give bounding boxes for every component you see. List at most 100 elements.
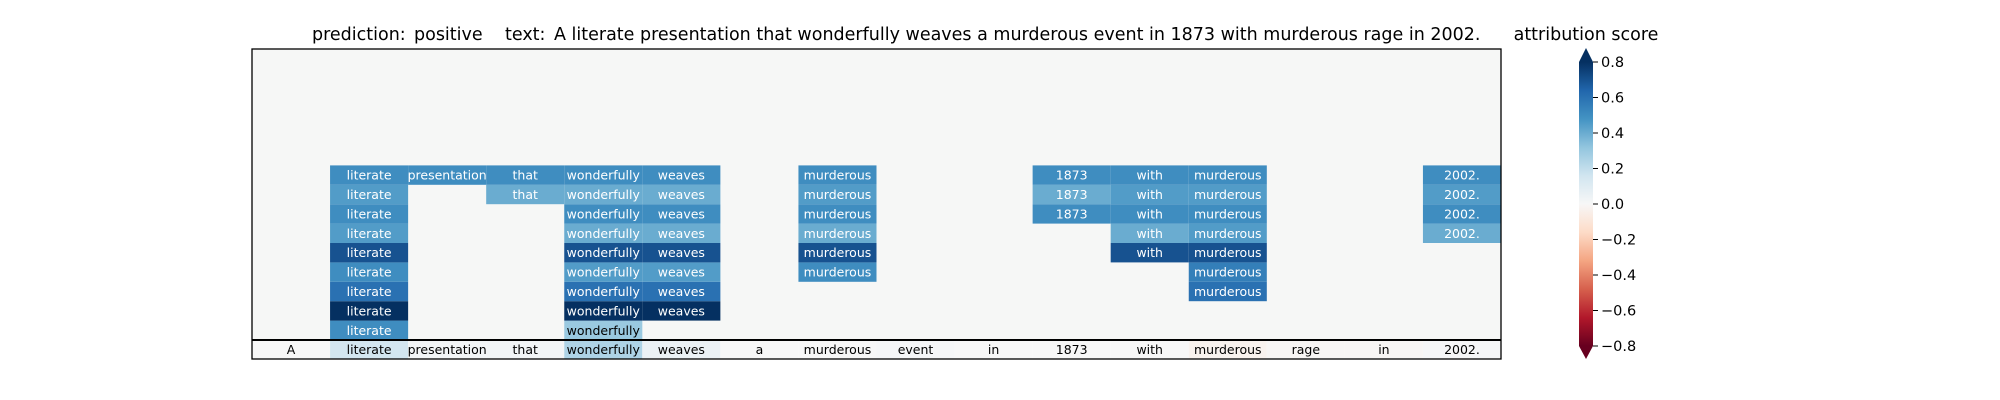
- attribution-cell-label: literate: [347, 245, 392, 260]
- base-token-label: murderous: [1194, 342, 1262, 357]
- attribution-cell-label: with: [1136, 187, 1163, 202]
- attribution-cell: [564, 204, 643, 224]
- attribution-cell: [564, 243, 643, 263]
- attribution-cell: [1188, 204, 1267, 224]
- attribution-heatmap: literate wonderfully literate wonderfully we…: [251, 48, 1502, 360]
- attribution-cell-label: presentation: [408, 168, 487, 183]
- attribution-cell: [330, 204, 409, 224]
- base-cell: [1188, 340, 1267, 359]
- base-cell: [1032, 340, 1111, 359]
- attribution-cell: [1110, 204, 1189, 224]
- attribution-cell-label: wonderfully: [567, 187, 641, 202]
- attribution-cell-label: wonderfully: [567, 323, 641, 338]
- attribution-cell-label: wonderfully: [567, 168, 641, 183]
- base-cell: [798, 340, 877, 359]
- base-cell: [408, 340, 487, 359]
- attribution-cell-label: 2002.: [1444, 226, 1480, 241]
- attribution-cell: [642, 223, 721, 243]
- base-token-label: weaves: [658, 342, 705, 357]
- attribution-cell: [1188, 223, 1267, 243]
- attribution-cell: [798, 243, 877, 263]
- colorbar-tick-label: 0.0: [1601, 197, 1624, 213]
- attribution-cell-label: murderous: [1194, 245, 1262, 260]
- base-token-label: a: [756, 342, 764, 357]
- attribution-cell-label: murderous: [804, 245, 872, 260]
- attribution-cell: [330, 320, 409, 340]
- attribution-cell-label: 1873: [1056, 206, 1088, 221]
- attribution-cell: [330, 281, 409, 302]
- base-cell: [1344, 340, 1423, 359]
- attribution-cell-label: with: [1136, 168, 1163, 183]
- colorbar-tick-label: −0.6: [1601, 304, 1636, 320]
- attribution-cell-label: murderous: [1194, 284, 1262, 299]
- attribution-cell: [1032, 165, 1111, 185]
- base-token-label: in: [1378, 342, 1389, 357]
- colorbar-tick-label: 0.2: [1601, 162, 1624, 178]
- attribution-cell-label: literate: [347, 265, 392, 280]
- attribution-cell: [1422, 165, 1501, 185]
- attribution-cell-label: literate: [347, 168, 392, 183]
- attribution-cell-label: weaves: [658, 226, 705, 241]
- base-token-label: in: [988, 342, 999, 357]
- attribution-cell: [330, 184, 409, 205]
- base-token-label: event: [898, 342, 934, 357]
- attribution-cell-label: literate: [347, 226, 392, 241]
- colorbar-tick-label: 0.6: [1601, 91, 1624, 107]
- base-token-label: 1873: [1056, 342, 1088, 357]
- base-cell: [876, 340, 955, 359]
- attribution-cell-label: murderous: [804, 226, 872, 241]
- title-text-value: A literate presentation that wonderfully…: [554, 25, 1480, 45]
- attribution-cell: [1110, 165, 1189, 185]
- stacked-attribution-rows: literate wonderfully literate wonderfully we…: [330, 165, 1501, 340]
- attribution-cell-label: weaves: [658, 206, 705, 221]
- base-cell: [720, 340, 799, 359]
- title-text-label: text:: [505, 25, 545, 45]
- colorbar-tick-label: 0.4: [1601, 126, 1624, 142]
- attribution-cell-label: murderous: [1194, 265, 1262, 280]
- base-token-label: murderous: [804, 342, 872, 357]
- base-cell: [486, 340, 565, 359]
- colorbar-tick-label: −0.4: [1601, 268, 1636, 284]
- attribution-cell: [564, 301, 643, 321]
- base-token-label: that: [513, 342, 538, 357]
- attribution-cell: [564, 223, 643, 243]
- colorbar-tick-label: 0.8: [1601, 55, 1624, 71]
- attribution-cell: [798, 184, 877, 205]
- attribution-cell: [1188, 184, 1267, 205]
- attribution-cell: [1422, 184, 1501, 205]
- attribution-cell-label: murderous: [804, 187, 872, 202]
- attribution-cell-label: wonderfully: [567, 206, 641, 221]
- attribution-cell-label: literate: [347, 187, 392, 202]
- attribution-cell-label: literate: [347, 323, 392, 338]
- attribution-cell-label: murderous: [804, 206, 872, 221]
- attribution-cell-label: murderous: [1194, 168, 1262, 183]
- attribution-cell: [1188, 281, 1267, 302]
- attribution-cell: [1110, 243, 1189, 263]
- attribution-cell: [1188, 262, 1267, 282]
- base-token-label: with: [1136, 342, 1163, 357]
- attribution-cell: [564, 165, 643, 185]
- attribution-cell-label: 1873: [1056, 168, 1088, 183]
- colorbar-tick-label: −0.2: [1601, 233, 1636, 249]
- attribution-cell: [564, 281, 643, 302]
- attribution-cell: [564, 184, 643, 205]
- attribution-cell: [642, 165, 721, 185]
- attribution-cell: [1188, 243, 1267, 263]
- plot-frame: [251, 48, 1502, 360]
- colorbar-ticks: 0.8 0.6 0.4 0.2 0.0 −0.2 −0.4 −0.6 −0.8: [1593, 55, 1636, 355]
- colorbar-extend-bottom-arrow: [1579, 346, 1593, 359]
- attribution-cell-label: wonderfully: [567, 245, 641, 260]
- attribution-cell: [330, 262, 409, 282]
- attribution-cell: [798, 262, 877, 282]
- attribution-cell: [486, 165, 565, 185]
- colorbar-extend-top-arrow: [1579, 48, 1593, 62]
- attribution-cell-label: murderous: [1194, 187, 1262, 202]
- attribution-cell: [798, 223, 877, 243]
- attribution-cell-label: wonderfully: [567, 284, 641, 299]
- attribution-cell-label: weaves: [658, 265, 705, 280]
- attribution-cell-label: weaves: [658, 245, 705, 260]
- base-cell: [330, 340, 409, 359]
- attribution-cell-label: weaves: [658, 187, 705, 202]
- colorbar-gradient: [1579, 62, 1593, 346]
